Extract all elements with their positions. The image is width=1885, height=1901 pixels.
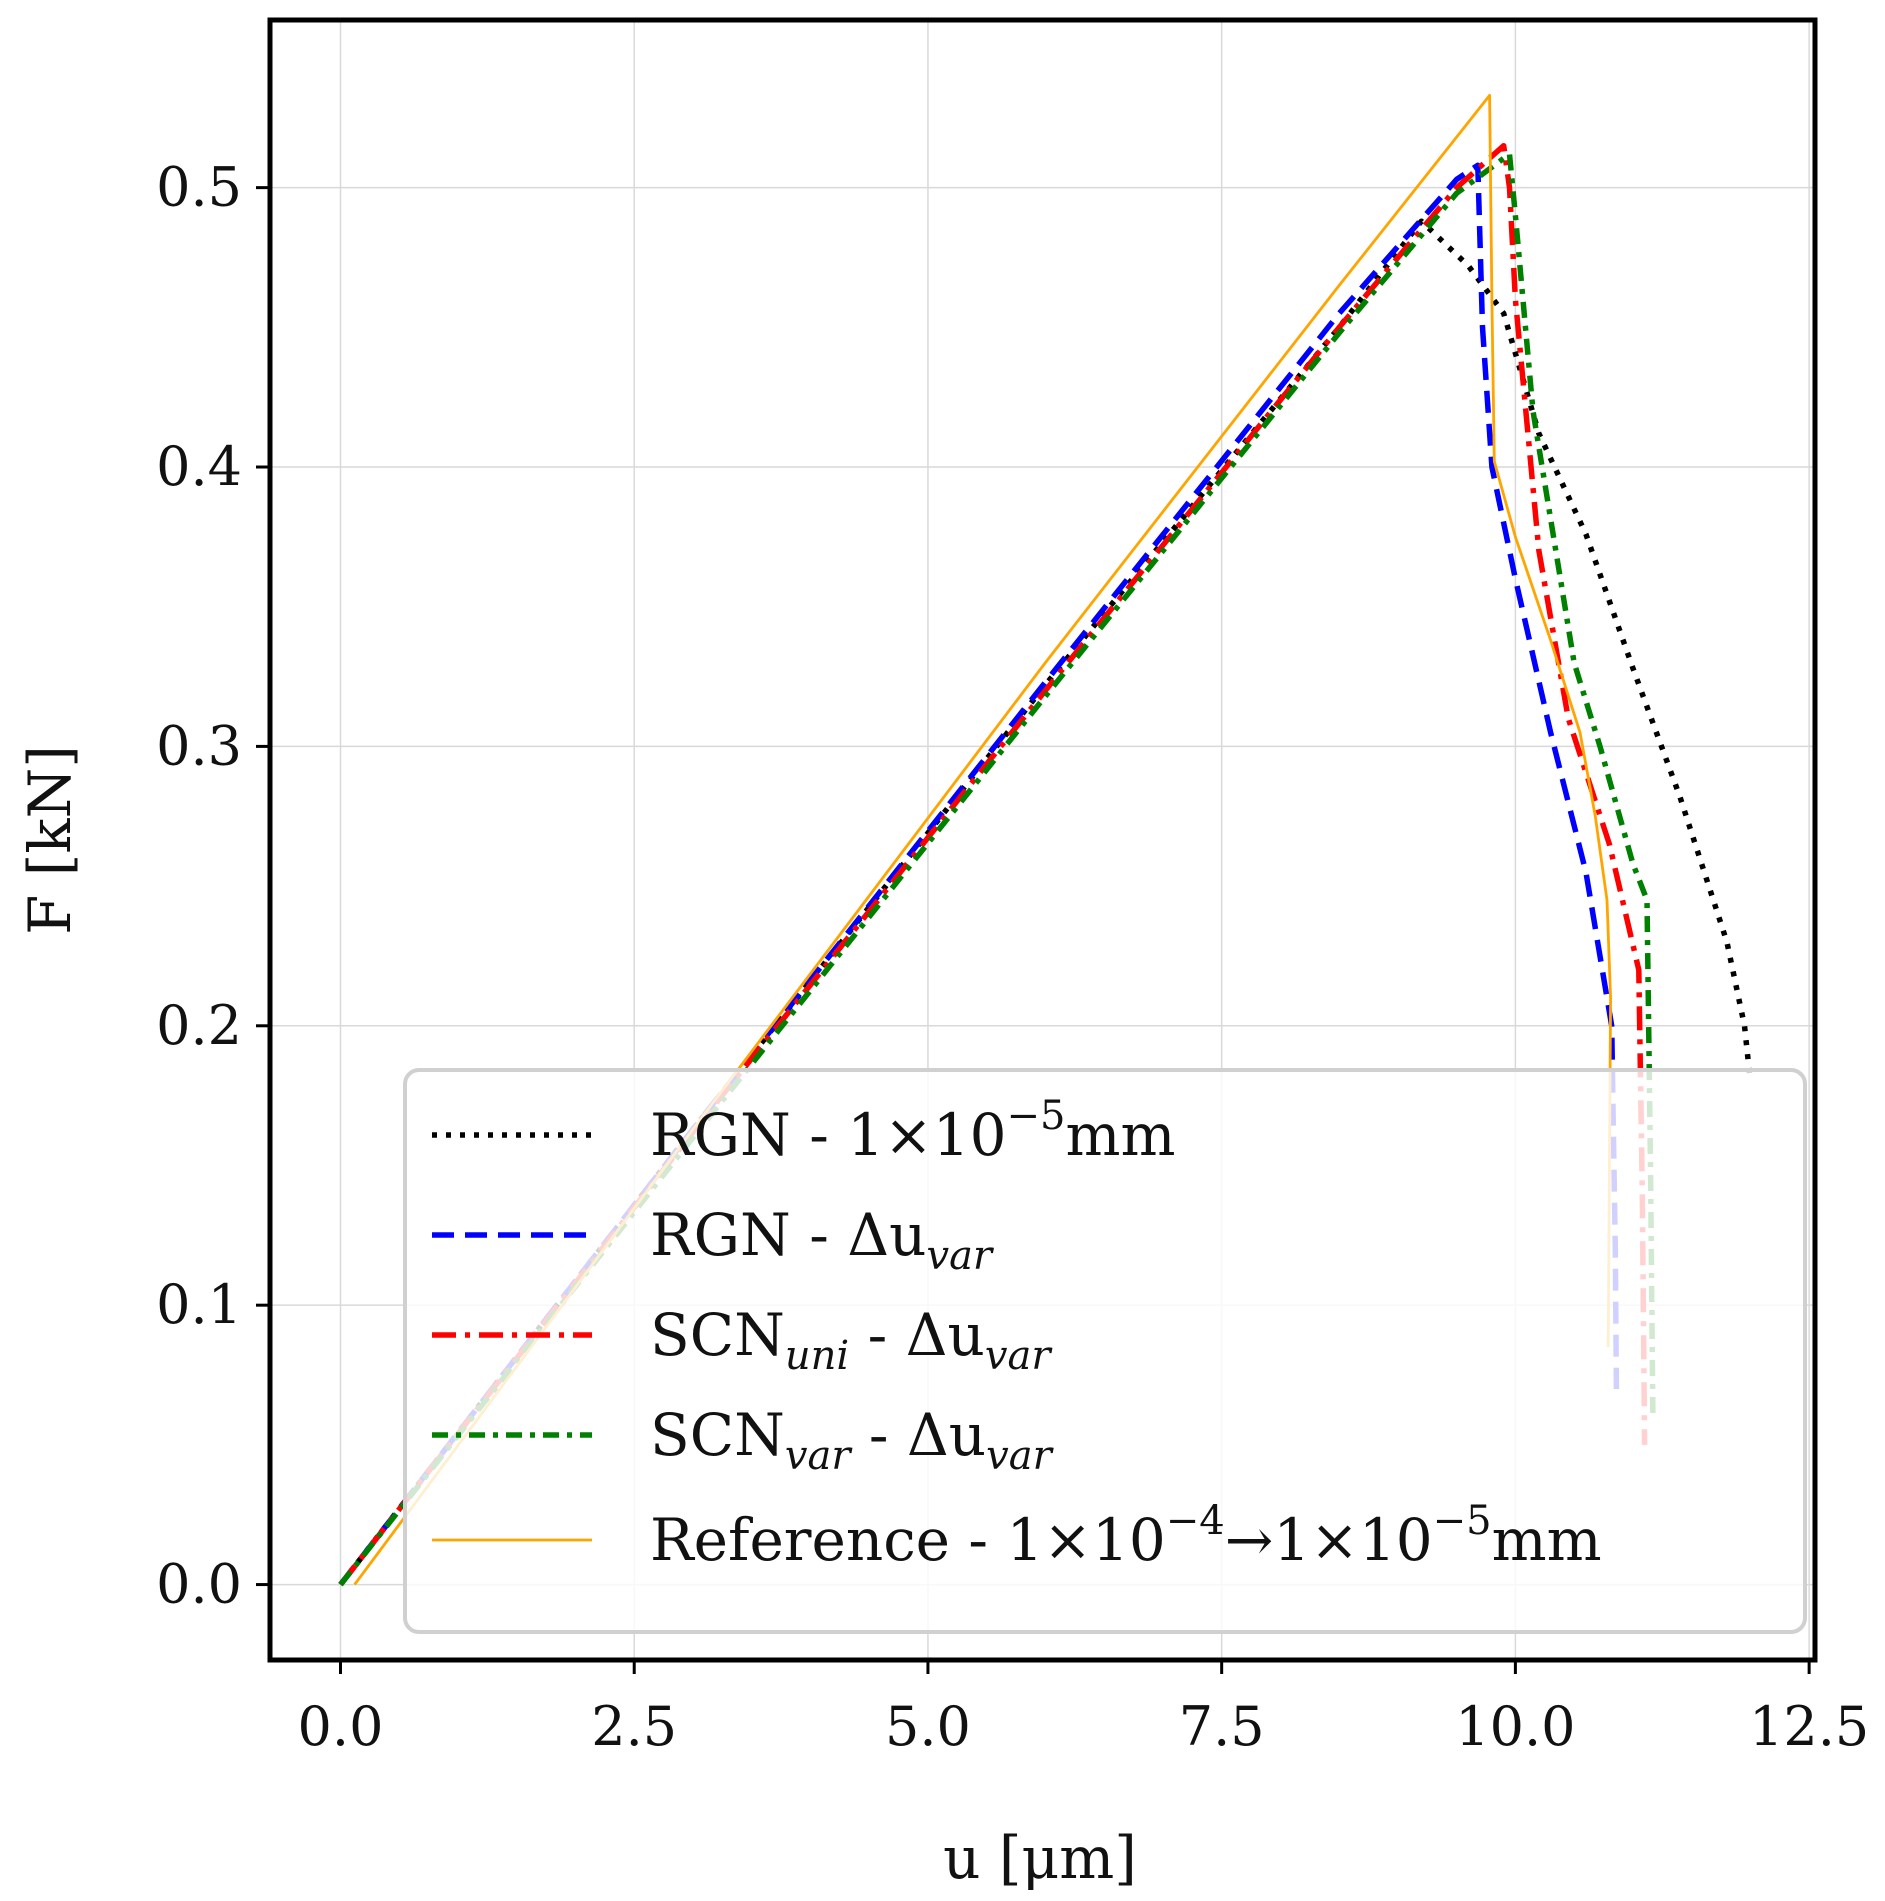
legend-label-rgn-fixed: RGN - 1×10−5mm bbox=[650, 1093, 1176, 1169]
x-tick-label: 12.5 bbox=[1749, 1695, 1869, 1758]
y-tick-label: 0.0 bbox=[156, 1553, 242, 1616]
series-line-4 bbox=[353, 94, 1612, 1586]
y-tick-label: 0.4 bbox=[156, 435, 242, 498]
legend-label-reference: Reference - 1×10−4→1×10−5mm bbox=[650, 1498, 1602, 1574]
x-tick-label: 2.5 bbox=[591, 1695, 677, 1758]
series-line-2 bbox=[338, 142, 1648, 1587]
x-tick-labels: 0.0 2.5 5.0 7.5 10.0 12.5 bbox=[298, 1695, 1870, 1758]
x-tick-label: 7.5 bbox=[1179, 1695, 1265, 1758]
x-tick-label: 5.0 bbox=[885, 1695, 971, 1758]
series-line-3 bbox=[338, 151, 1656, 1587]
legend-samples bbox=[432, 1132, 592, 1542]
series-line-1 bbox=[338, 162, 1620, 1587]
series-line-0 bbox=[338, 218, 1754, 1587]
legend-label-scn-uni: SCNuni - Δuvar bbox=[650, 1301, 1053, 1379]
y-tick-label: 0.5 bbox=[156, 156, 242, 219]
legend-box bbox=[403, 1068, 1807, 1634]
x-tick-label: 0.0 bbox=[298, 1695, 384, 1758]
y-axis-title: F [kN] bbox=[16, 745, 84, 935]
legend: RGN - 1×10−5mm RGN - Δuvar SCNuni - Δuva… bbox=[403, 1068, 1807, 1634]
y-tick-label: 0.1 bbox=[156, 1273, 242, 1336]
y-tick-labels: 0.0 0.1 0.2 0.3 0.4 0.5 bbox=[156, 156, 242, 1616]
y-tick-label: 0.3 bbox=[156, 714, 242, 777]
axes-frame bbox=[267, 17, 1818, 1663]
legend-label-rgn-var: RGN - Δuvar bbox=[650, 1201, 995, 1279]
plot-series bbox=[338, 94, 1754, 1587]
axis-ticks bbox=[256, 186, 1811, 1674]
legend-label-scn-var: SCNvar - Δuvar bbox=[650, 1401, 1055, 1479]
x-tick-label: 10.0 bbox=[1455, 1695, 1575, 1758]
y-tick-label: 0.2 bbox=[156, 994, 242, 1057]
x-axis-title: u [μm] bbox=[943, 1824, 1137, 1892]
